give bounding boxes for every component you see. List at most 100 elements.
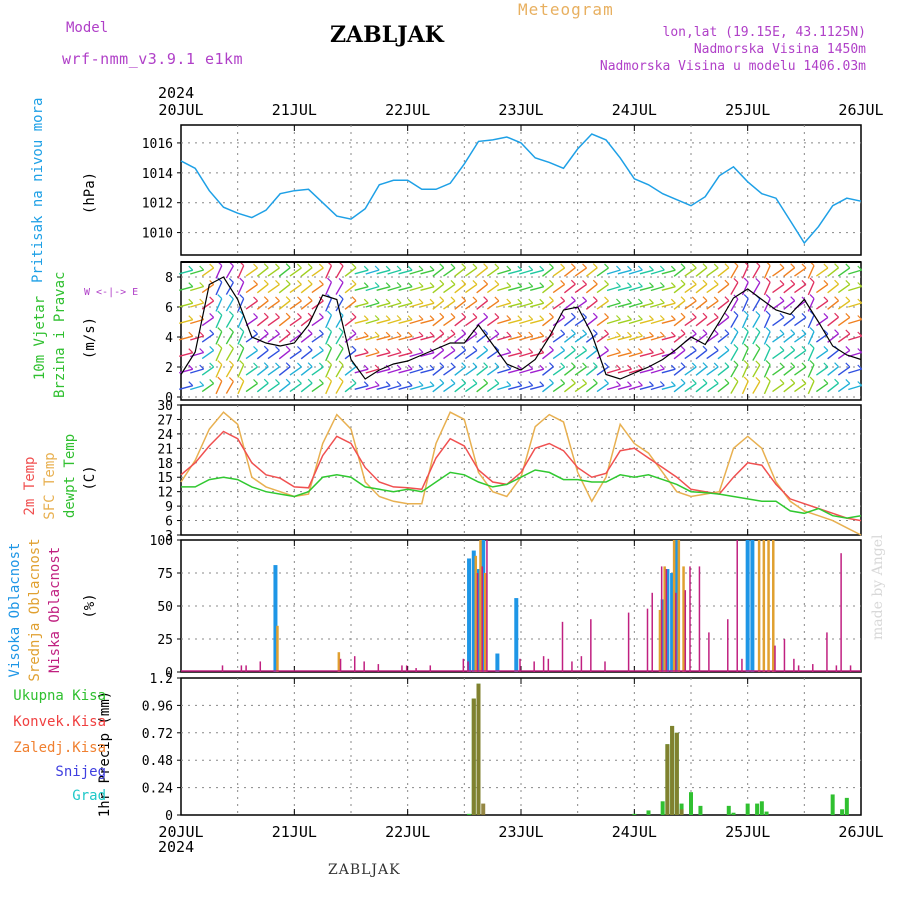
wind-barb: [848, 384, 862, 391]
wind-barb: [443, 333, 456, 343]
wind-barb-flag: [670, 298, 676, 304]
lonlat-text: lon,lat (19.15E, 43.1125N): [662, 25, 867, 40]
wind-barb: [639, 319, 654, 324]
model-label: Model: [66, 20, 109, 36]
cloud-low-bar: [519, 658, 521, 672]
wind-barb-flag: [548, 362, 554, 368]
wind-barb-flag: [733, 377, 739, 382]
wind-barb-flag: [199, 331, 205, 337]
wind-barb-flag: [560, 296, 566, 302]
wind-barb-flag: [570, 345, 576, 351]
wind-barb: [278, 283, 291, 294]
wind-barb: [807, 364, 815, 378]
wind-barb-flag: [627, 282, 632, 288]
wind-barb-flag: [253, 362, 258, 368]
wind-barb: [752, 364, 761, 378]
wind-barb-flag: [450, 313, 456, 318]
wind-barb: [639, 302, 654, 308]
wind-barb: [420, 385, 435, 390]
wind-barb: [237, 380, 245, 395]
wind-barb: [225, 282, 234, 295]
wind-barb: [225, 315, 234, 328]
wind-barb: [409, 285, 424, 292]
wind-barb-flag: [604, 313, 609, 318]
wind-barb-flag: [809, 360, 815, 366]
wind-barb-flag: [724, 378, 730, 384]
wind-barb-flag: [351, 312, 357, 318]
wind-barb-flag: [239, 360, 245, 366]
wind-barb-flag: [604, 362, 609, 368]
wind-barb: [706, 316, 719, 327]
wind-barb: [465, 333, 478, 343]
day-label-bottom: 25JUL: [725, 823, 770, 841]
wind-barb-flag: [627, 348, 632, 354]
wind-barb: [409, 269, 424, 275]
cloud-ytick-label: 50: [157, 600, 173, 615]
wind-barb: [585, 300, 598, 310]
wind-barb-flag: [239, 343, 245, 349]
precip-total-bar: [467, 813, 472, 815]
wind-barb: [465, 349, 478, 360]
wind-barb: [409, 368, 424, 374]
wind-barb-flag: [327, 343, 332, 349]
wind-barb-flag: [637, 265, 643, 271]
wind-barb-flag: [253, 346, 258, 351]
wind-barb: [398, 335, 413, 341]
temp-ytick-label: 18: [157, 457, 173, 472]
wind-barb: [486, 267, 500, 277]
temp-ytick-label: 3: [165, 529, 173, 544]
wind-barb-flag: [318, 329, 324, 335]
wind-barb: [673, 283, 686, 294]
wind-barb-flag: [396, 298, 402, 304]
wind-barb: [486, 382, 500, 393]
wind-barb: [365, 302, 380, 308]
wind-barb: [552, 283, 566, 294]
wind-barb-flag: [396, 265, 402, 271]
wind-barb: [837, 333, 851, 343]
wind-barb: [454, 300, 467, 310]
wind-barb-flag: [296, 263, 302, 269]
cloud-low-bar: [240, 665, 243, 672]
wind-barb: [237, 364, 245, 378]
wind-barb: [179, 385, 193, 390]
cloud-low-bar: [590, 619, 592, 672]
wind-barb-flag: [296, 280, 302, 285]
wind-barb: [519, 368, 533, 374]
day-label-top: 22JUL: [385, 101, 430, 119]
wind-barb-flag: [790, 378, 796, 384]
wind-barb: [585, 382, 598, 393]
wind-barb-flag: [539, 298, 545, 304]
wind-barb: [267, 382, 280, 393]
cloud-low-bar: [533, 661, 535, 672]
wind-barb-flag: [209, 280, 215, 285]
precip-convective-bar: [471, 698, 476, 815]
wind-barb: [596, 366, 609, 376]
wind-barb: [278, 316, 291, 327]
wind-barb: [783, 283, 796, 294]
wind-barb-flag: [691, 329, 697, 335]
wind-barb: [201, 349, 215, 360]
pressure-line: [180, 133, 862, 245]
wind-barb-flag: [809, 277, 815, 283]
wind-barb: [741, 331, 749, 345]
wind-barb-flag: [472, 280, 478, 285]
wind-barb-flag: [702, 329, 708, 335]
cloud-low-bar: [797, 665, 800, 672]
wind-barb: [741, 281, 749, 296]
wind-barb: [225, 298, 234, 312]
wind-barb-flag: [691, 296, 697, 302]
wind-barb-flag: [570, 378, 576, 384]
wind-barb-flag: [429, 315, 435, 321]
wind-barb: [542, 333, 554, 343]
model-name: wrf-nmm_v3.9.1 e1km: [62, 50, 244, 68]
wind-barb-flag: [659, 331, 665, 337]
wind-barb-flag: [648, 282, 654, 288]
wind-barb-flag: [670, 315, 676, 321]
wind-barb: [190, 335, 204, 341]
cloud-ytick-label: 75: [157, 567, 173, 582]
wind-barb: [311, 283, 324, 294]
wind-barb-flag: [659, 265, 665, 271]
wind-barb-flag: [385, 282, 391, 288]
wind-barb-flag: [670, 348, 676, 354]
wind-barb: [420, 302, 435, 308]
